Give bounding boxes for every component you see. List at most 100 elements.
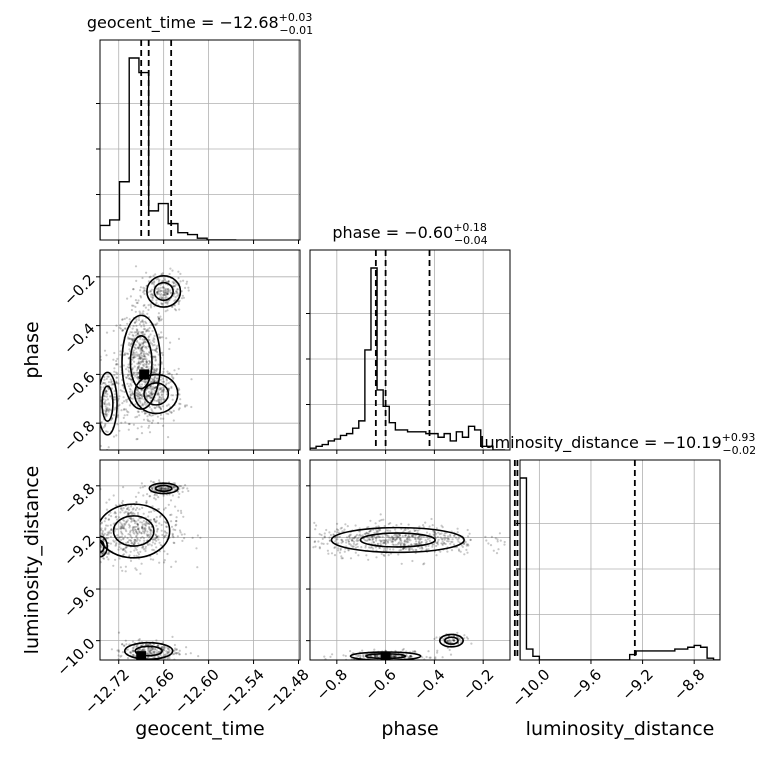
sample-point xyxy=(405,541,408,544)
sample-point xyxy=(395,661,397,663)
sample-point xyxy=(454,536,458,539)
sample-point xyxy=(161,646,164,649)
sample-point xyxy=(138,361,141,364)
sample-point xyxy=(436,651,439,654)
sample-point xyxy=(323,655,326,658)
sample-point xyxy=(145,366,148,369)
sample-point xyxy=(129,344,132,347)
sample-point xyxy=(122,408,126,411)
sample-point xyxy=(105,395,108,398)
sample-point xyxy=(116,414,120,417)
sample-point xyxy=(142,364,145,368)
sample-point xyxy=(100,552,103,555)
sample-point xyxy=(386,535,389,538)
x-tick-label-phase: −0.8 xyxy=(313,666,351,704)
sample-point xyxy=(123,547,126,551)
sample-point xyxy=(463,553,466,556)
sample-point xyxy=(146,646,150,650)
sample-point xyxy=(172,528,175,531)
sample-point xyxy=(364,546,367,549)
sample-point xyxy=(80,530,82,532)
sample-point xyxy=(145,395,148,398)
sample-point xyxy=(157,280,160,283)
sample-point xyxy=(466,637,470,640)
sample-point xyxy=(168,657,171,660)
sample-point xyxy=(404,540,407,543)
sample-point xyxy=(130,536,133,539)
sample-point xyxy=(349,543,352,546)
sample-point xyxy=(378,654,381,657)
sample-point xyxy=(135,548,138,551)
sample-point xyxy=(123,511,126,514)
sample-point xyxy=(153,386,156,390)
x-tick-label-phase: −0.2 xyxy=(459,666,497,704)
density-contour xyxy=(330,526,465,554)
sample-point xyxy=(147,390,151,393)
sample-point xyxy=(418,537,422,540)
sample-point xyxy=(196,534,199,537)
sample-point xyxy=(141,312,144,315)
sample-point xyxy=(152,650,155,654)
sample-point xyxy=(135,530,138,533)
sample-point xyxy=(136,427,139,430)
sample-point xyxy=(122,538,125,541)
sample-point xyxy=(149,648,152,652)
sample-point xyxy=(147,336,150,339)
sample-point xyxy=(174,505,177,508)
sample-point xyxy=(155,386,158,389)
sample-point xyxy=(147,330,150,333)
sample-point xyxy=(154,537,157,540)
sample-point xyxy=(113,393,116,396)
sample-point xyxy=(139,286,142,289)
sample-point xyxy=(142,310,145,313)
sample-point xyxy=(136,354,139,357)
sample-point xyxy=(164,531,167,534)
sample-point xyxy=(352,537,355,540)
sample-point xyxy=(312,546,315,549)
sample-point xyxy=(143,649,146,652)
sample-point xyxy=(139,296,143,299)
sample-point xyxy=(151,380,154,383)
sample-point xyxy=(129,388,132,391)
sample-point xyxy=(153,371,156,374)
y-tick-label-phase: −0.2 xyxy=(60,271,98,309)
sample-point xyxy=(355,539,358,542)
sample-point xyxy=(112,358,115,361)
sample-point xyxy=(368,538,371,541)
sample-point xyxy=(128,422,131,426)
sample-point xyxy=(124,522,127,525)
sample-point xyxy=(381,539,384,542)
sample-point xyxy=(153,389,156,392)
sample-point xyxy=(172,487,175,490)
sample-point xyxy=(391,654,394,658)
sample-point xyxy=(487,542,490,545)
sample-point xyxy=(495,552,499,555)
sample-point xyxy=(375,539,378,542)
density-contour xyxy=(143,382,170,406)
sample-point xyxy=(136,523,140,526)
sample-point xyxy=(318,533,321,536)
sample-point xyxy=(158,486,161,489)
sample-point xyxy=(467,544,470,547)
sample-point xyxy=(167,403,170,406)
sample-point xyxy=(129,382,132,386)
sample-point xyxy=(105,414,108,417)
sample-point xyxy=(138,353,141,356)
sample-point xyxy=(156,399,159,402)
sample-point xyxy=(149,290,152,293)
sample-point xyxy=(105,390,108,393)
density-contour xyxy=(359,532,436,548)
sample-point xyxy=(165,379,168,382)
sample-point xyxy=(172,419,175,422)
sample-point xyxy=(114,510,117,514)
sample-point xyxy=(147,647,150,650)
sample-point xyxy=(173,649,176,652)
sample-point xyxy=(142,649,145,652)
sample-point xyxy=(130,517,133,521)
sample-point xyxy=(452,639,455,642)
sample-point xyxy=(376,655,379,658)
sample-point xyxy=(383,541,386,544)
sample-point xyxy=(135,328,138,331)
sample-point xyxy=(136,333,140,336)
sample-point xyxy=(143,292,146,295)
